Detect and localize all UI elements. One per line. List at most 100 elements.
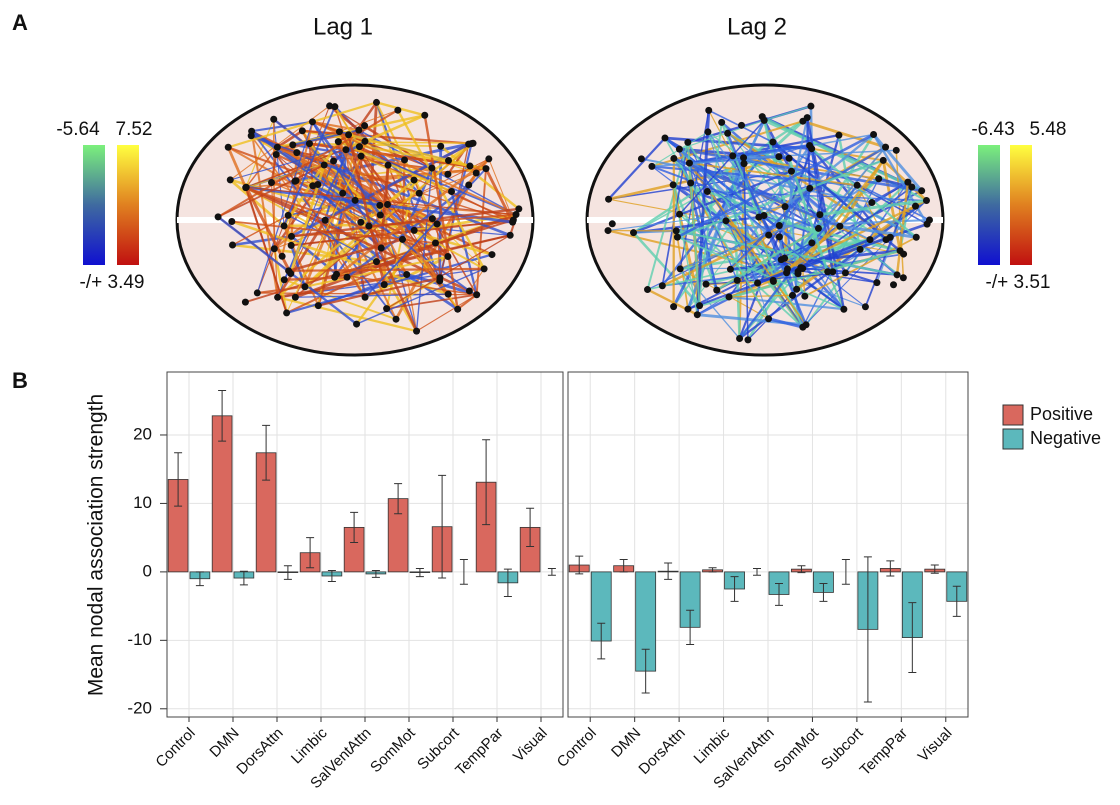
node bbox=[713, 287, 720, 294]
node bbox=[353, 321, 360, 328]
x-tick-label: DMN bbox=[206, 725, 242, 761]
node bbox=[824, 268, 831, 275]
node bbox=[741, 160, 748, 167]
node bbox=[336, 128, 343, 135]
node bbox=[393, 316, 400, 323]
node bbox=[273, 151, 280, 158]
node bbox=[904, 179, 911, 186]
node bbox=[806, 142, 813, 149]
node bbox=[509, 219, 516, 226]
node bbox=[734, 277, 741, 284]
node bbox=[918, 187, 925, 194]
x-tick-label: Limbic bbox=[691, 724, 734, 767]
node bbox=[727, 266, 734, 273]
colorbar bbox=[1010, 145, 1032, 265]
node bbox=[808, 239, 815, 246]
node bbox=[274, 294, 281, 301]
node bbox=[242, 299, 249, 306]
x-tick-label: Control bbox=[152, 725, 198, 771]
node bbox=[793, 286, 800, 293]
node bbox=[670, 181, 677, 188]
node bbox=[416, 190, 423, 197]
y-tick-label: -10 bbox=[127, 630, 152, 649]
node bbox=[432, 239, 439, 246]
x-tick-label: Visual bbox=[510, 725, 551, 766]
node bbox=[862, 303, 869, 310]
legend-swatch bbox=[1003, 429, 1023, 449]
node bbox=[836, 223, 843, 230]
node bbox=[868, 199, 875, 206]
node bbox=[806, 185, 813, 192]
node bbox=[890, 281, 897, 288]
node bbox=[473, 169, 480, 176]
node bbox=[299, 127, 306, 134]
node bbox=[434, 221, 441, 228]
colorbar-label: -/+ 3.49 bbox=[80, 272, 145, 293]
node bbox=[342, 146, 349, 153]
node bbox=[225, 144, 232, 151]
node bbox=[705, 107, 712, 114]
node bbox=[605, 196, 612, 203]
node bbox=[776, 233, 783, 240]
brain-images bbox=[177, 85, 943, 355]
node bbox=[293, 149, 300, 156]
node bbox=[228, 218, 235, 225]
node bbox=[738, 122, 745, 129]
panel-label: B bbox=[12, 368, 28, 393]
node bbox=[436, 274, 443, 281]
node bbox=[835, 132, 842, 139]
node bbox=[355, 127, 362, 134]
y-tick-label: 20 bbox=[133, 424, 152, 443]
node bbox=[309, 118, 316, 125]
node bbox=[684, 306, 691, 313]
node bbox=[279, 253, 286, 260]
node bbox=[783, 269, 790, 276]
node bbox=[378, 244, 385, 251]
node bbox=[870, 131, 877, 138]
node bbox=[875, 175, 882, 182]
node bbox=[362, 294, 369, 301]
node bbox=[254, 289, 261, 296]
node bbox=[215, 213, 222, 220]
x-tick-label: Visual bbox=[915, 725, 956, 766]
node bbox=[670, 303, 677, 310]
node bbox=[781, 255, 788, 262]
node bbox=[287, 270, 294, 277]
node bbox=[866, 236, 873, 243]
node bbox=[789, 292, 796, 299]
node bbox=[466, 287, 473, 294]
node bbox=[428, 165, 435, 172]
lag-title: Lag 1 bbox=[313, 13, 373, 40]
x-tick-label: DorsAttn bbox=[635, 725, 688, 778]
node bbox=[686, 160, 693, 167]
node bbox=[882, 144, 889, 151]
node bbox=[373, 258, 380, 265]
node bbox=[466, 163, 473, 170]
y-axis-label: Mean nodal association strength bbox=[85, 394, 108, 696]
node bbox=[744, 336, 751, 343]
node bbox=[677, 265, 684, 272]
node bbox=[473, 291, 480, 298]
node bbox=[684, 139, 691, 146]
node bbox=[365, 223, 372, 230]
node bbox=[322, 217, 329, 224]
colorbar bbox=[83, 145, 105, 265]
x-tick-label: TempPar bbox=[856, 725, 910, 779]
node bbox=[754, 280, 761, 287]
node bbox=[357, 219, 364, 226]
node bbox=[293, 177, 300, 184]
panel-label: A bbox=[12, 10, 28, 35]
node bbox=[335, 138, 342, 145]
colorbar-label: 7.52 bbox=[116, 119, 153, 140]
node bbox=[775, 153, 782, 160]
node bbox=[676, 211, 683, 218]
node bbox=[893, 147, 900, 154]
node bbox=[913, 234, 920, 241]
node bbox=[515, 205, 522, 212]
node bbox=[288, 242, 295, 249]
colorbar-label: 5.48 bbox=[1030, 119, 1067, 140]
node bbox=[411, 177, 418, 184]
node bbox=[384, 201, 391, 208]
legend-label: Negative bbox=[1030, 428, 1101, 448]
node bbox=[274, 144, 281, 151]
